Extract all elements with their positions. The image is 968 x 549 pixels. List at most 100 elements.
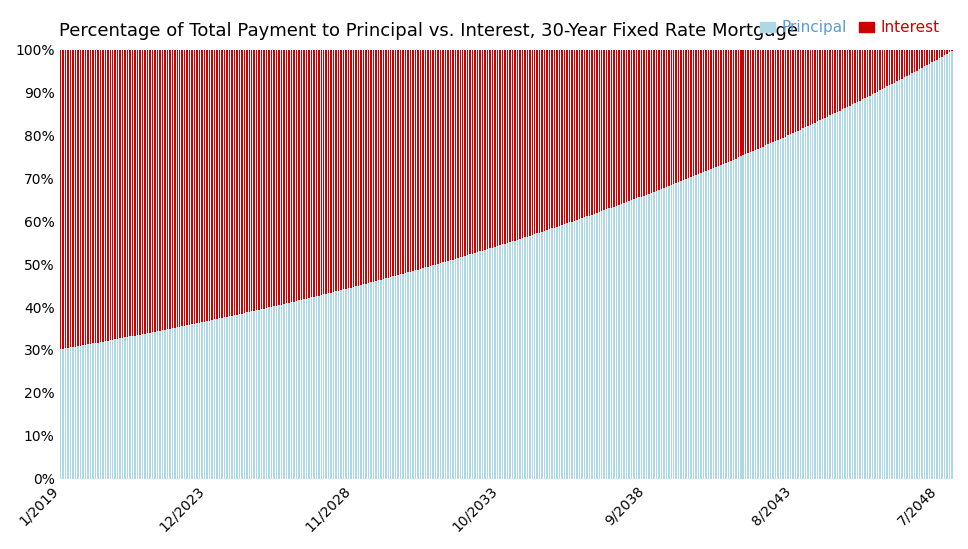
Bar [735,49,737,159]
Bar [653,49,654,192]
Bar [534,49,535,234]
Bar [650,49,652,193]
Bar [911,49,913,73]
Bar [757,49,759,149]
Bar [649,194,650,479]
Bar [827,116,829,479]
Bar [643,49,645,195]
Bar [871,49,873,94]
Bar [358,49,359,285]
Bar [497,49,499,246]
Bar [949,49,950,53]
Bar [306,49,307,299]
Bar [797,131,799,479]
Bar [70,348,72,479]
Bar [422,49,424,268]
Bar [747,153,749,479]
Bar [934,61,935,479]
Bar [479,251,481,479]
Bar [482,49,483,251]
Bar [879,91,881,479]
Bar [68,348,69,479]
Bar [676,49,677,183]
Bar [211,49,213,320]
Bar [276,49,277,306]
Bar [261,309,262,479]
Bar [105,49,106,341]
Bar [222,318,223,479]
Bar [323,49,324,294]
Bar [501,244,503,479]
Bar [596,213,597,479]
Bar [251,311,253,479]
Bar [663,49,665,188]
Bar [563,224,565,479]
Bar [368,283,369,479]
Bar [330,293,332,479]
Bar [682,180,684,479]
Bar [666,187,667,479]
Bar [171,328,173,479]
Bar [405,49,407,273]
Bar [136,335,138,479]
Bar [328,49,329,293]
Bar [420,269,421,479]
Bar [660,49,662,189]
Bar [649,49,650,194]
Bar [671,49,672,185]
Bar [589,49,590,216]
Bar [620,49,622,204]
Bar [162,49,164,330]
Bar [926,49,927,65]
Bar [717,49,719,166]
Bar [814,122,816,479]
Bar [452,49,454,260]
Bar [484,49,486,250]
Bar [772,142,773,479]
Bar [187,325,188,479]
Bar [100,49,101,342]
Bar [303,49,305,299]
Bar [922,68,923,479]
Bar [457,258,459,479]
Bar [214,49,215,320]
Bar [524,49,526,237]
Bar [425,49,426,267]
Bar [792,49,794,133]
Bar [70,49,72,348]
Bar [97,49,99,343]
Bar [382,49,384,279]
Bar [166,329,168,479]
Bar [228,49,230,316]
Bar [609,49,610,209]
Bar [87,344,89,479]
Bar [373,282,374,479]
Bar [549,49,551,229]
Bar [77,49,78,346]
Bar [849,105,851,479]
Bar [569,49,570,222]
Bar [425,267,426,479]
Bar [633,199,635,479]
Bar [244,313,245,479]
Bar [817,49,819,121]
Bar [638,49,640,198]
Bar [268,49,270,307]
Bar [427,267,429,479]
Bar [435,265,437,479]
Bar [422,268,424,479]
Bar [159,330,161,479]
Bar [477,49,478,252]
Bar [941,57,943,479]
Bar [395,276,397,479]
Bar [333,292,334,479]
Bar [864,98,865,479]
Bar [620,204,622,479]
Bar [825,118,826,479]
Bar [693,176,694,479]
Bar [370,282,372,479]
Bar [355,286,357,479]
Bar [601,211,602,479]
Bar [114,49,116,339]
Bar [733,49,734,160]
